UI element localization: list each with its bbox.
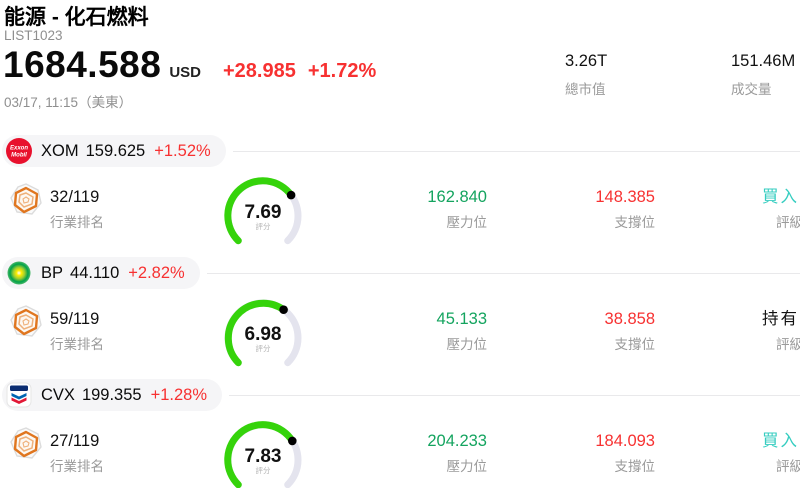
rank-label: 行業排名 [50,215,104,230]
index-change-abs: +28.985 [223,60,296,82]
rating-label: 評級 [776,337,800,352]
svg-text:評分: 評分 [256,221,271,231]
stock-price: 159.625 [85,141,146,160]
svg-text:7.69: 7.69 [245,202,282,223]
rating-value: 買入 [762,432,799,450]
svg-text:6.98: 6.98 [245,324,282,345]
resistance-label: 壓力位 [446,459,488,474]
exxonmobil-logo-icon: Exxon Mobil [6,138,32,164]
stock-symbol: CVX [41,385,75,404]
industry-rank-badge-icon [7,181,45,219]
stock-header-row-bp: BP 44.110 +2.82% [2,257,800,289]
market-cap-label: 總市值 [565,82,606,97]
market-cap-value: 3.26T [565,52,608,70]
svg-text:評分: 評分 [256,343,271,353]
stock-detail-row-cvx: 27/119 行業排名 7.83 評分 204.233 壓力位 184.093 … [0,421,800,488]
index-price: 1684.588 [3,44,162,85]
rank-label: 行業排名 [50,337,104,352]
svg-text:Exxon: Exxon [10,146,28,152]
support-label: 支撐位 [614,459,656,474]
support-cell: 148.385 支撐位 [528,188,655,231]
score-gauge: 7.69 評分 [215,177,311,245]
rating-value: 買入 [762,188,799,206]
divider-line [229,394,800,396]
resistance-label: 壓力位 [446,215,488,230]
rating-cell: 買入 評級 [762,432,800,475]
volume-value: 151.46M [731,52,796,70]
resistance-label: 壓力位 [446,337,488,352]
stock-detail-row-bp: 59/119 行業排名 6.98 評分 45.133 壓力位 38.858 支撐… [0,299,800,367]
rank-value: 32/119 [50,188,100,206]
stat-volume: 151.46M 成交量 [731,52,795,98]
resistance-value: 45.133 [436,310,487,328]
rating-label: 評級 [776,215,800,230]
industry-rank: 27/119 行業排名 [50,432,104,475]
support-cell: 184.093 支撐位 [528,432,655,475]
resistance-value: 204.233 [427,432,487,450]
chevron-logo-icon [6,382,32,408]
currency-label: USD [169,64,201,81]
svg-text:Mobil: Mobil [11,153,27,159]
stock-change-pct: +1.52% [154,141,211,160]
quote-timestamp: 03/17, 11:15（美東） [4,95,133,110]
stock-header-row-xom: Exxon Mobil XOM 159.625 +1.52% [2,135,800,167]
stock-price: 199.355 [81,385,142,404]
stock-chip-bp[interactable]: BP 44.110 +2.82% [2,257,200,289]
index-price-line: 1684.588 USD +28.985 +1.72% [3,44,376,86]
svg-text:評分: 評分 [256,465,271,475]
resistance-cell: 45.133 壓力位 [360,310,487,353]
rank-value: 59/119 [50,310,100,328]
stock-detail-row-xom: 32/119 行業排名 7.69 評分 162.840 壓力位 148.385 … [0,177,800,245]
support-label: 支撐位 [614,215,656,230]
stock-change-pct: +1.28% [150,385,208,404]
support-value: 38.858 [604,310,655,328]
industry-rank: 59/119 行業排名 [50,310,104,353]
stock-symbol: BP [41,263,64,282]
bp-logo-icon [6,260,32,286]
resistance-value: 162.840 [427,188,487,206]
industry-rank-badge-icon [7,425,45,463]
divider-line [206,272,800,274]
stock-change-pct: +2.82% [128,263,185,282]
rating-value: 持有 [762,310,799,328]
resistance-cell: 162.840 壓力位 [360,188,487,231]
score-gauge: 7.83 評分 [215,421,311,488]
resistance-cell: 204.233 壓力位 [360,432,487,475]
index-change-pct: +1.72% [307,60,377,82]
rating-label: 評級 [776,459,800,474]
stock-symbol: XOM [41,141,79,160]
rank-label: 行業排名 [50,459,104,474]
volume-label: 成交量 [731,82,772,97]
rating-cell: 買入 評級 [762,188,800,231]
support-value: 148.385 [595,188,655,206]
industry-rank-badge-icon [7,303,45,341]
industry-rank: 32/119 行業排名 [50,188,104,231]
support-value: 184.093 [595,432,655,450]
divider-line [232,150,800,152]
svg-text:7.83: 7.83 [245,446,282,467]
score-gauge: 6.98 評分 [215,299,311,367]
stat-market-cap: 3.26T 總市值 [565,52,607,98]
stock-price: 44.110 [70,263,120,282]
stock-header-row-cvx: CVX 199.355 +1.28% [2,379,800,411]
support-cell: 38.858 支撐位 [528,310,655,353]
rating-cell: 持有 評級 [762,310,800,353]
stock-chip-xom[interactable]: Exxon Mobil XOM 159.625 +1.52% [2,135,226,167]
page-title: 能源 - 化石燃料 [4,6,149,29]
support-label: 支撐位 [614,337,656,352]
list-id: LIST1023 [4,28,63,43]
rank-value: 27/119 [50,432,100,450]
stock-chip-cvx[interactable]: CVX 199.355 +1.28% [2,379,223,411]
